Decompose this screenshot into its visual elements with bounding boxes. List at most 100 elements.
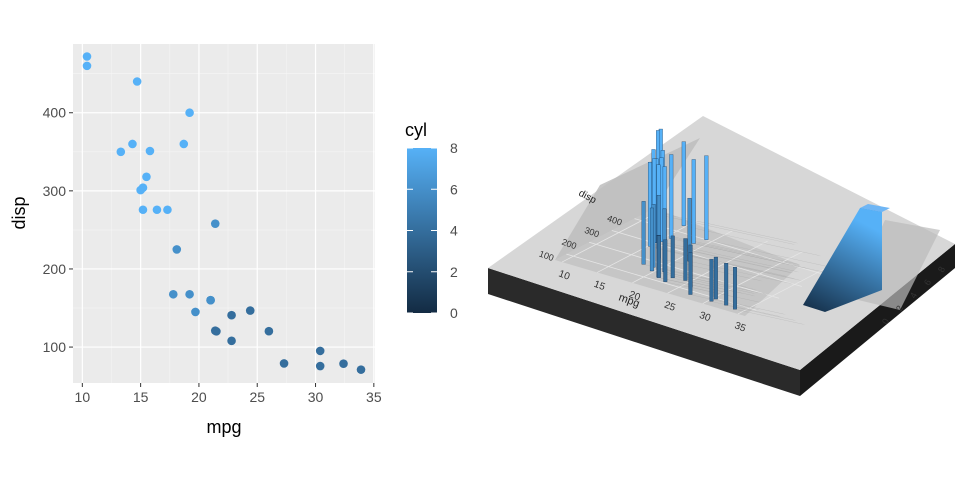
slab-right-face xyxy=(800,244,955,396)
data-point xyxy=(245,306,255,315)
data-point xyxy=(145,146,155,156)
3d-axis-ticks: 10 15 20 25 30 35 100 200 300 400 xyxy=(538,213,748,335)
3d-bar xyxy=(641,201,646,265)
3d-gridline-mpg xyxy=(702,251,803,304)
data-point xyxy=(315,361,325,371)
3d-bar-shadow xyxy=(706,239,844,271)
slab-front-face xyxy=(488,268,800,396)
3d-legend-tick-label: 4 xyxy=(908,291,919,300)
x-tick-label: 20 xyxy=(191,389,207,405)
3d-y-tick-label: 400 xyxy=(606,213,624,228)
data-point xyxy=(264,326,274,336)
data-point xyxy=(163,205,172,215)
3d-legend-tick-label: 8 xyxy=(936,265,947,274)
3d-bar-shadow xyxy=(726,305,797,321)
3d-bar xyxy=(704,155,709,240)
3d-x-tick-label: 25 xyxy=(663,300,678,314)
3d-legend-tick-label: 6 xyxy=(922,278,933,287)
data-point xyxy=(210,326,220,335)
3d-bar-shadow xyxy=(711,301,782,318)
3d-bar-shadow xyxy=(671,238,809,269)
x-tick-label: 25 xyxy=(249,389,265,405)
3d-x-tick-label: 30 xyxy=(698,310,713,324)
data-point xyxy=(136,185,145,195)
3d-bar-shadow xyxy=(685,280,756,297)
data-point xyxy=(82,52,92,61)
data-point xyxy=(116,147,126,157)
3d-gridline-mpg xyxy=(632,230,733,284)
data-point xyxy=(128,139,137,149)
3d-legend-bar-top xyxy=(860,204,890,212)
3d-x-tick-label: 35 xyxy=(733,320,748,334)
data-point xyxy=(132,77,142,86)
3d-bar-shadow xyxy=(735,309,806,325)
data-point xyxy=(227,310,236,320)
legend-tick-label: 4 xyxy=(450,223,458,239)
3d-legend-bar-front xyxy=(803,208,882,312)
3d-bar-shadow xyxy=(643,264,748,288)
data-point xyxy=(142,172,151,182)
3d-gridline-mpg xyxy=(737,261,839,315)
x-axis-ticks: 10 15 20 25 30 35 xyxy=(75,383,382,405)
data-point xyxy=(227,336,236,346)
3d-bar-shadow xyxy=(664,250,803,281)
3d-legend-tick-label: 0 xyxy=(880,317,891,326)
floor-panel xyxy=(555,208,800,316)
3d-bars xyxy=(641,128,737,310)
x-tick-label: 10 xyxy=(75,389,91,405)
y-tick-label: 400 xyxy=(43,105,67,121)
data-point xyxy=(179,139,189,149)
3d-bar-shadow xyxy=(665,281,736,298)
3d-y-tick-label: 100 xyxy=(538,249,556,264)
legend-tick-label: 8 xyxy=(450,140,458,156)
y-axis-ticks: 100 200 300 400 xyxy=(43,105,73,355)
legend-title: cyl xyxy=(405,120,427,140)
3d-bar xyxy=(709,259,714,302)
3d-y-tick-label: 300 xyxy=(583,225,601,240)
legend-ticks: 0 2 4 6 8 xyxy=(407,140,458,321)
data-point xyxy=(206,295,215,305)
3d-bar xyxy=(683,238,688,281)
data-point xyxy=(191,307,200,317)
legend-tick-label: 2 xyxy=(450,264,458,280)
3d-legend-tick-label: 2 xyxy=(894,304,905,313)
plot-panel xyxy=(73,44,375,383)
data-point xyxy=(168,289,178,299)
data-point xyxy=(138,205,148,215)
data-point xyxy=(185,289,194,299)
3d-bar xyxy=(663,239,668,282)
x-tick-label: 35 xyxy=(366,389,382,405)
minor-gridlines xyxy=(73,44,375,383)
data-points xyxy=(82,52,366,374)
y-tick-label: 300 xyxy=(43,183,67,199)
y-tick-label: 200 xyxy=(43,261,67,277)
data-point xyxy=(82,61,92,71)
3d-bar xyxy=(669,154,674,239)
data-point xyxy=(315,346,325,356)
x-axis-label: mpg xyxy=(206,417,241,437)
3d-bar xyxy=(688,252,693,295)
x-tick-label: 30 xyxy=(308,389,324,405)
data-point xyxy=(279,359,289,368)
3d-bar-shadow xyxy=(661,241,800,273)
3d-bar xyxy=(713,256,718,300)
3d-bar-shadow xyxy=(651,270,756,295)
3d-y-tick-label: 200 xyxy=(560,237,578,252)
3d-x-tick-label: 10 xyxy=(557,269,572,283)
3d-gridline-mpg xyxy=(597,220,698,273)
3d-bar xyxy=(656,235,661,278)
data-point xyxy=(185,108,194,118)
data-point xyxy=(210,219,220,228)
data-point xyxy=(152,205,162,215)
y-axis-label: disp xyxy=(9,196,29,229)
legend-tick-label: 0 xyxy=(450,305,458,321)
data-point xyxy=(172,245,182,254)
data-point xyxy=(339,359,348,369)
3d-bar-shadow xyxy=(683,225,822,257)
3d-bar xyxy=(681,141,686,226)
3d-bar xyxy=(724,262,729,306)
3d-bar-shadow xyxy=(653,267,758,291)
